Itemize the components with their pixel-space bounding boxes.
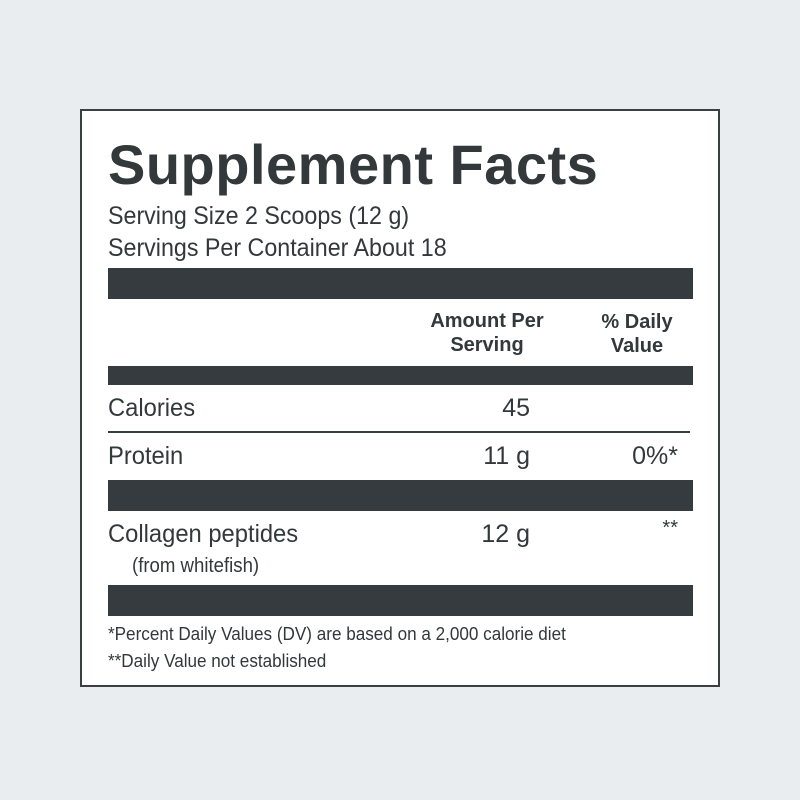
row-protein-label: Protein xyxy=(108,442,184,470)
row-collagen-amount: 12 g xyxy=(481,520,530,548)
divider-bar xyxy=(108,480,693,511)
label-title: Supplement Facts xyxy=(108,133,599,196)
row-collagen-source: (from whitefish) xyxy=(132,555,260,577)
row-protein-amount: 11 g xyxy=(483,442,530,470)
servings-per-container: Servings Per Container About 18 xyxy=(108,234,447,262)
divider-bar xyxy=(108,366,693,385)
row-protein-dv: 0%* xyxy=(632,442,678,470)
divider-bar xyxy=(108,268,693,299)
daily-value-header: % Daily Value xyxy=(587,310,687,358)
divider-line xyxy=(108,431,690,433)
row-calories-amount: 45 xyxy=(502,394,530,422)
row-collagen-label: Collagen peptides xyxy=(108,520,299,548)
serving-size: Serving Size 2 Scoops (12 g) xyxy=(108,202,410,230)
header-line: Value xyxy=(610,335,664,357)
row-collagen-dv: ** xyxy=(662,517,678,539)
header-line: Amount Per xyxy=(430,310,544,332)
header-line: % Daily xyxy=(601,311,673,333)
footnote-dv: *Percent Daily Values (DV) are based on … xyxy=(108,624,566,644)
supplement-facts-label: Supplement Facts Serving Size 2 Scoops (… xyxy=(80,109,720,687)
header-line: Serving xyxy=(450,334,524,356)
divider-bar xyxy=(108,585,693,616)
footnote-not-established: **Daily Value not established xyxy=(108,651,327,671)
amount-per-serving-header: Amount Per Serving xyxy=(412,309,562,357)
row-calories-label: Calories xyxy=(108,394,196,422)
